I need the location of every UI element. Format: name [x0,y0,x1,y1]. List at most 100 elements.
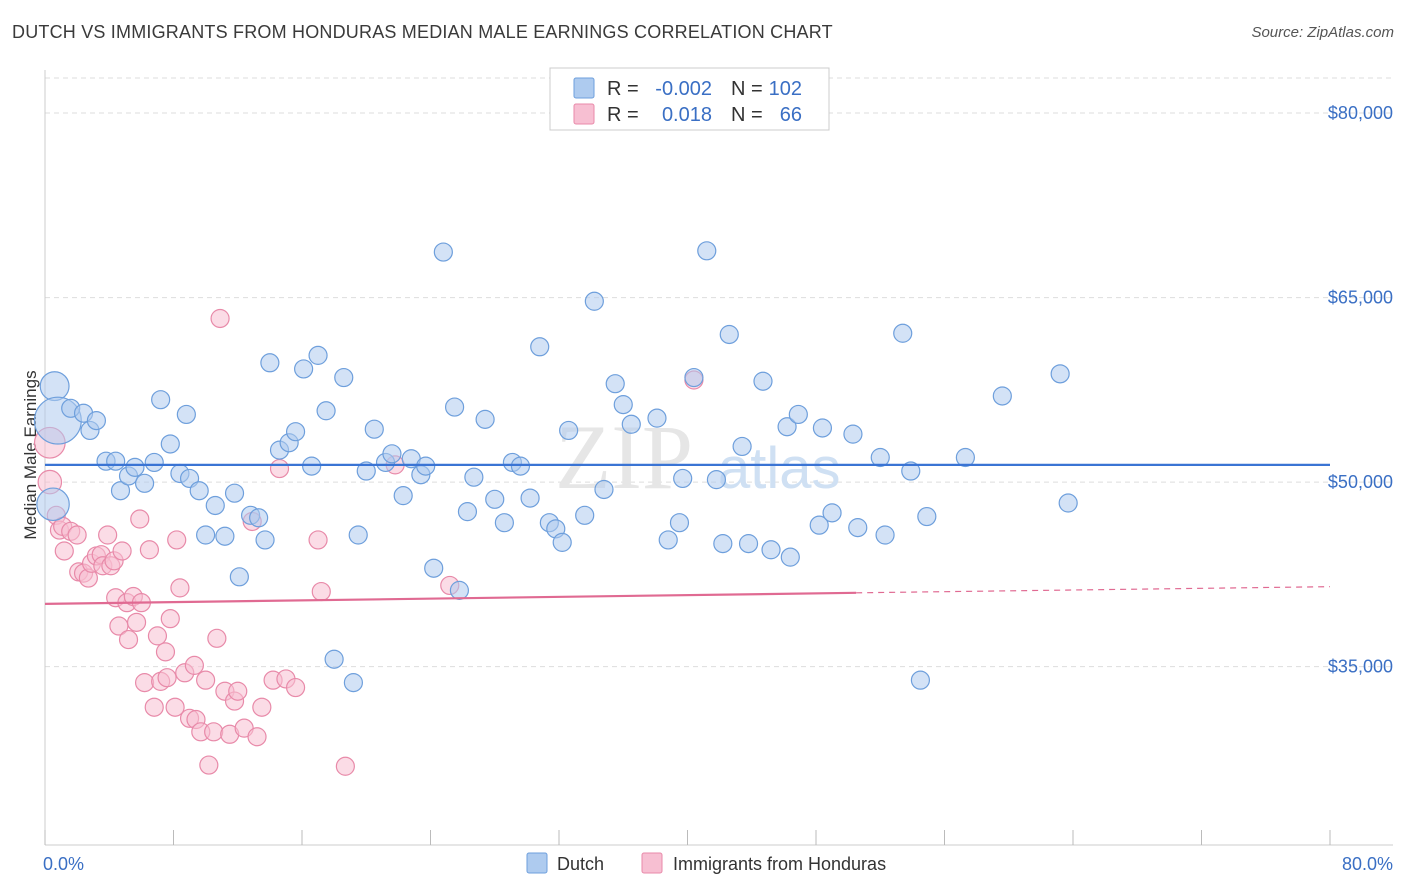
dutch-point [343,673,363,693]
dutch-bottom-label: Dutch [557,854,604,874]
honduras-point [252,697,272,717]
dutch-point [684,367,704,388]
dutch-point [673,468,693,489]
dutch-point [552,532,572,552]
bottom-legend: Dutch Immigrants from Honduras [526,852,886,874]
chart-source: Source: ZipAtlas.com [1251,24,1394,41]
dutch-point [205,495,225,516]
dutch-point [732,436,752,457]
dutch-point [196,525,216,545]
dutch-point [433,242,453,262]
dutch-point [144,452,164,473]
dutch-point [364,419,384,439]
honduras-point [126,612,147,632]
honduras-point [207,628,227,648]
dutch-point [308,345,328,365]
dutch-point [229,567,249,587]
dutch-point [788,404,808,425]
stats-legend-box [549,67,830,131]
honduras-point [157,668,177,688]
dutch-point [613,395,633,415]
dutch-point [621,414,641,434]
dutch-point [697,241,717,261]
dutch-point [125,457,145,477]
honduras-point [184,655,204,675]
honduras-point [196,670,216,690]
dutch-point [780,547,800,567]
dutch-point [584,291,604,311]
honduras-point [170,578,190,598]
dutch-point [348,525,368,545]
dutch-point [520,488,540,508]
dutch-point [917,506,937,527]
dutch-point [875,525,895,545]
dutch-bottom-swatch [526,852,548,874]
dutch-point [215,526,235,546]
honduras-point [247,727,267,747]
dutch-point [255,530,275,550]
dutch-point [510,456,531,476]
honduras-point [210,308,230,329]
dutch-point [106,451,126,471]
honduras-point [228,681,248,701]
dutch-point [224,483,245,503]
dutch-point [812,418,833,438]
points-layer [33,241,1078,776]
dutch-point [843,424,863,444]
dutch-point [559,420,579,441]
dutch-point [669,513,690,533]
honduras-legend-swatch [573,103,595,125]
stats-legend: R = -0.002 N = 102 R = 0.018 N = 66 [549,67,830,131]
dutch-point [893,323,913,343]
honduras-point [165,697,185,717]
dutch-point [809,515,829,535]
honduras-n-value: 66 [780,104,802,126]
honduras-trend-line [44,591,857,605]
dutch-point [475,409,495,429]
honduras-point [204,722,224,742]
x-tick-label-min: 0.0% [43,854,84,874]
y-tick-label: $50,000 [1328,472,1393,492]
honduras-point [308,530,328,550]
honduras-r-label: R = [607,104,639,126]
dutch-point [393,486,413,506]
dutch-point [594,479,614,500]
honduras-trend-extension [856,586,1331,594]
honduras-point [98,525,118,545]
dutch-n-label: N = [731,78,763,100]
honduras-bottom-label: Immigrants from Honduras [673,854,886,874]
dutch-point [285,422,306,442]
y-tick-label: $80,000 [1328,103,1393,123]
dutch-r-label: R = [607,78,639,100]
dutch-point [1058,493,1078,513]
dutch-point [761,540,781,560]
honduras-point [134,673,155,693]
dutch-point [134,473,155,493]
honduras-point [144,697,164,717]
dutch-point [449,580,470,600]
dutch-point [1050,364,1070,384]
honduras-point [155,642,176,662]
dutch-point [777,417,797,437]
dutch-point [870,447,890,468]
dutch-point [494,513,514,533]
dutch-r-value: -0.002 [655,78,712,100]
dutch-point [444,397,465,417]
honduras-point [269,458,290,479]
dutch-point [334,367,354,388]
honduras-point [139,540,160,560]
dutch-point [110,481,131,501]
honduras-point [285,677,306,698]
dutch-point [316,401,336,421]
dutch-point [382,444,402,464]
dutch-point [416,456,436,476]
dutch-point [151,390,171,410]
dutch-point [713,534,733,554]
honduras-n-label: N = [731,104,763,126]
dutch-point [848,518,868,538]
dutch-point [647,408,667,428]
dutch-point [260,353,280,373]
dutch-point [706,470,727,490]
dutch-point [86,410,107,431]
dutch-point [901,461,921,481]
